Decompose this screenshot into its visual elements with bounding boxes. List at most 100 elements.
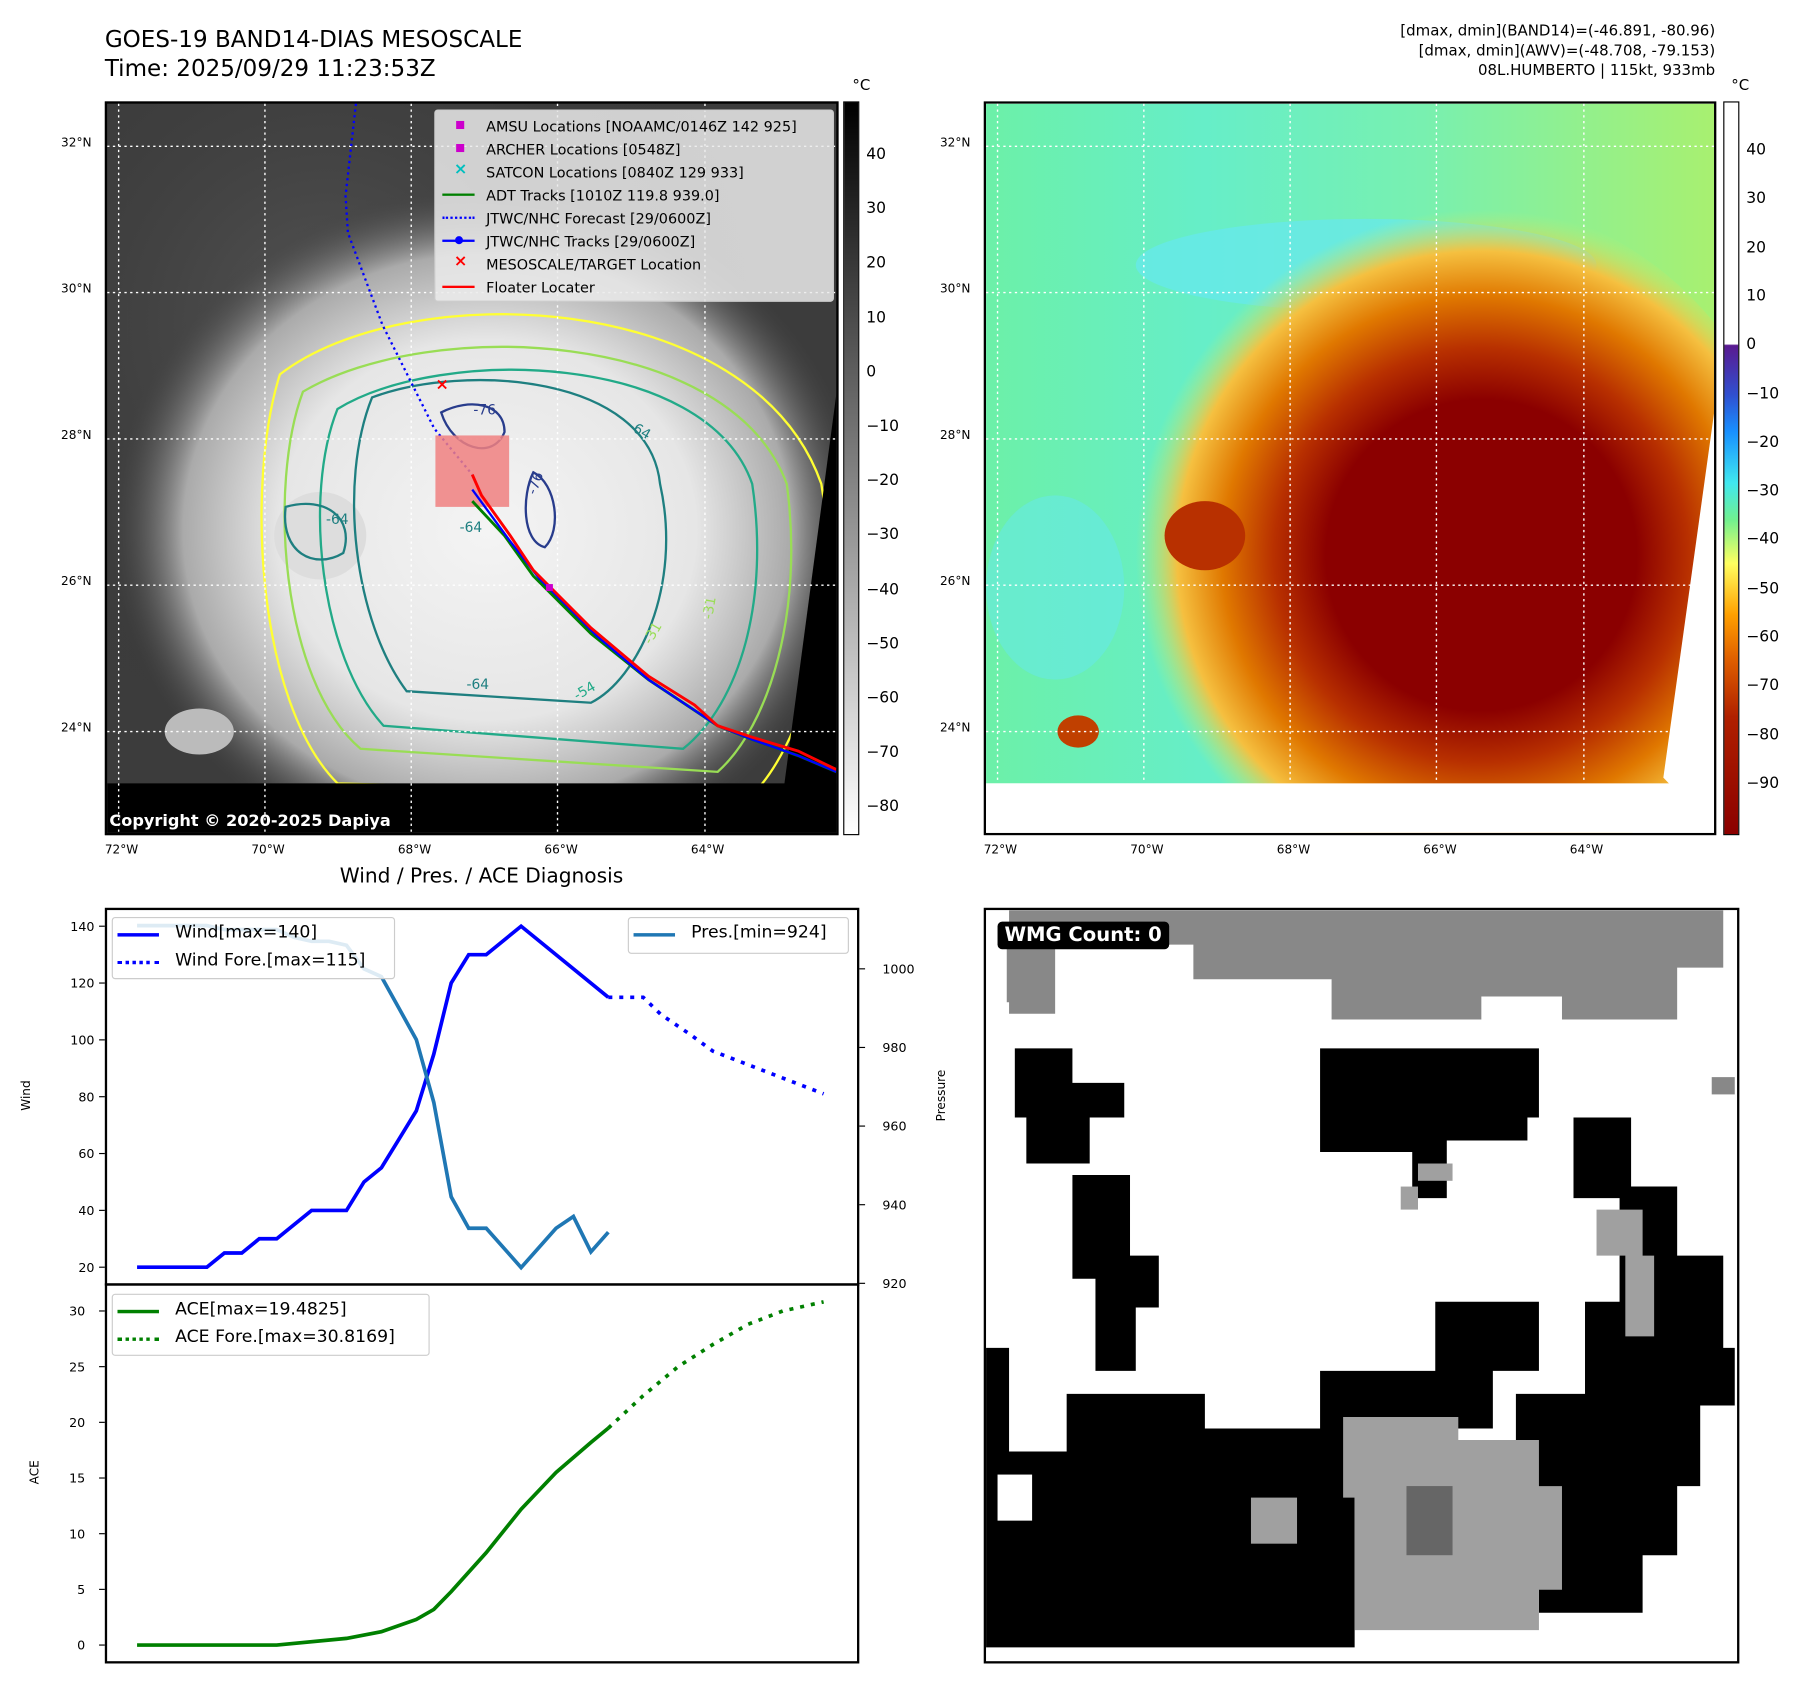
amsu-marker	[546, 584, 553, 591]
legend-item: ADT Tracks [1010Z 119.8 939.0]	[442, 183, 720, 206]
lat-tick-label: 30°N	[939, 282, 971, 297]
lat-tick-label: 32°N	[61, 135, 92, 150]
ir-colorbar-tick: 0	[866, 362, 877, 382]
stats-block: [dmax, dmin](BAND14)=(-46.891, -80.96) […	[1400, 22, 1715, 81]
legend-label: JTWC/NHC Tracks [29/0600Z]	[486, 232, 696, 250]
legend-item: ARCHER Locations [0548Z]	[442, 137, 681, 160]
lat-tick-label: 32°N	[939, 135, 971, 150]
wmg-panel	[983, 907, 1740, 1664]
ir-colorbar-tick: −50	[866, 634, 900, 653]
ir-colorbar-tick: −80	[866, 797, 900, 817]
ir-colorbar-tick: −60	[866, 688, 900, 708]
ace-legend: ACE[max=19.4825] ACE Fore.[max=30.8169]	[111, 1293, 430, 1356]
wind-tick-label: 40	[78, 1203, 94, 1218]
lat-tick-label: 24°N	[939, 721, 971, 735]
lon-tick-label: 70°W	[251, 843, 285, 858]
ir-colorbar-tick: 30	[866, 199, 887, 218]
awv-colorbar	[1723, 101, 1740, 836]
target-location-marker: ×	[435, 374, 448, 393]
floater-box	[435, 435, 510, 507]
wind-fore-legend-line	[117, 960, 159, 965]
legend-label: ADT Tracks [1010Z 119.8 939.0]	[486, 186, 720, 204]
legend-symbol-square-icon	[442, 141, 477, 157]
lon-tick-label: 68°W	[1276, 843, 1311, 858]
jtwc-forecast-track	[344, 103, 474, 476]
wind-axis-label: Wind	[19, 1080, 34, 1111]
pressure-tick-label: 1000	[882, 961, 914, 976]
stats-awv: [dmax, dmin](AWV)=(-48.708, -79.153)	[1418, 42, 1716, 60]
awv-colorbar-tick: −90	[1746, 774, 1780, 793]
awv-colorbar-tick: −70	[1746, 676, 1780, 695]
ace-tick-label: 30	[69, 1304, 85, 1319]
awv-colorbar-tick: 20	[1746, 237, 1767, 257]
awv-colorbar-tick: −80	[1746, 725, 1780, 744]
awv-colorbar-unit: °C	[1731, 77, 1750, 95]
awv-colorbar-tick: −40	[1746, 530, 1780, 549]
awv-colorbar-tick: −30	[1746, 481, 1780, 501]
wind-tick-label: 120	[70, 976, 94, 991]
figure-title: GOES-19 BAND14-DIAS MESOSCALE Time: 2025…	[105, 25, 523, 83]
legend-symbol-line-icon	[442, 187, 477, 203]
contour-label: -64	[467, 677, 490, 693]
ace-tick-label: 0	[77, 1638, 85, 1653]
ir-colorbar-tick: 10	[866, 308, 887, 327]
ace-tick-label: 20	[69, 1415, 85, 1430]
lat-tick-label: 26°N	[61, 574, 92, 589]
legend-symbol-dotted-icon	[442, 210, 477, 226]
ir-colorbar-tick: −70	[866, 743, 900, 762]
ace-tick-label: 5	[77, 1582, 85, 1597]
legend-label: JTWC/NHC Forecast [29/0600Z]	[486, 209, 711, 227]
awv-colorbar-tick: −10	[1746, 384, 1780, 403]
awv-colorbar-tick: 40	[1746, 140, 1767, 159]
awv-colorbar-tick: 30	[1746, 189, 1767, 208]
diagnosis-title: Wind / Pres. / ACE Diagnosis	[339, 865, 624, 889]
lon-tick-label: 66°W	[544, 843, 578, 858]
awv-color-map	[983, 101, 1717, 836]
awv-colorbar-tick: −20	[1746, 432, 1780, 452]
ir-colorbar-tick: −30	[866, 525, 900, 545]
lat-tick-label: 24°N	[61, 721, 92, 735]
legend-symbol-x-icon: ×	[453, 160, 468, 179]
title-product: GOES-19 BAND14-DIAS MESOSCALE	[104, 25, 523, 53]
lat-tick-label: 28°N	[61, 428, 92, 443]
lat-tick-label: 26°N	[939, 574, 971, 589]
lon-tick-label: 72°W	[983, 843, 1018, 858]
wind-tick-label: 140	[70, 919, 94, 934]
floater-locater-track	[470, 474, 837, 771]
legend-label: SATCON Locations [0840Z 129 933]	[486, 163, 744, 181]
wmg-count-badge: WMG Count: 0	[997, 921, 1169, 950]
ace-tick-label: 25	[69, 1359, 85, 1374]
ir-colorbar	[843, 101, 860, 836]
title-time: Time: 2025/09/29 11:23:53Z	[104, 54, 436, 82]
awv-colorbar-tick: −60	[1746, 627, 1780, 647]
ir-colorbar-tick: 40	[866, 145, 887, 164]
ace-plot	[104, 1283, 860, 1664]
wind-tick-label: 100	[70, 1032, 94, 1047]
wind-legend-label: Wind[max=140]	[175, 921, 318, 943]
awv-colorbar-tick: 0	[1746, 335, 1757, 354]
pressure-tick-label: 940	[882, 1197, 906, 1212]
lon-tick-label: 72°W	[104, 843, 139, 858]
legend-item: Floater Locater	[442, 275, 595, 298]
lon-tick-label: 68°W	[397, 843, 432, 858]
ace-legend-line	[117, 1309, 159, 1314]
lat-tick-label: 30°N	[61, 282, 92, 297]
legend-item: AMSU Locations [NOAAMC/0146Z 142 925]	[442, 114, 797, 137]
copyright-text: Copyright © 2020-2025 Dapiya	[109, 812, 391, 831]
ace-axis-label: ACE	[28, 1460, 43, 1485]
legend-item: × SATCON Locations [0840Z 129 933]	[442, 160, 744, 183]
ace-tick-label: 15	[69, 1471, 85, 1486]
wmg-classification-image	[986, 910, 1735, 1648]
legend-label: AMSU Locations [NOAAMC/0146Z 142 925]	[486, 116, 797, 135]
lon-tick-label: 70°W	[1130, 843, 1164, 858]
lon-tick-label: 66°W	[1423, 843, 1457, 858]
wind-tick-label: 60	[78, 1146, 94, 1161]
pressure-axis-label: Pressure	[934, 1069, 949, 1122]
map-legend: AMSU Locations [NOAAMC/0146Z 142 925] ARC…	[434, 109, 834, 302]
legend-symbol-square-icon	[442, 118, 477, 134]
pressure-tick-label: 920	[882, 1276, 906, 1291]
contour-label: -31	[700, 595, 720, 620]
contour-label: -64	[326, 512, 349, 528]
awv-colorbar-tick: 10	[1746, 286, 1767, 306]
